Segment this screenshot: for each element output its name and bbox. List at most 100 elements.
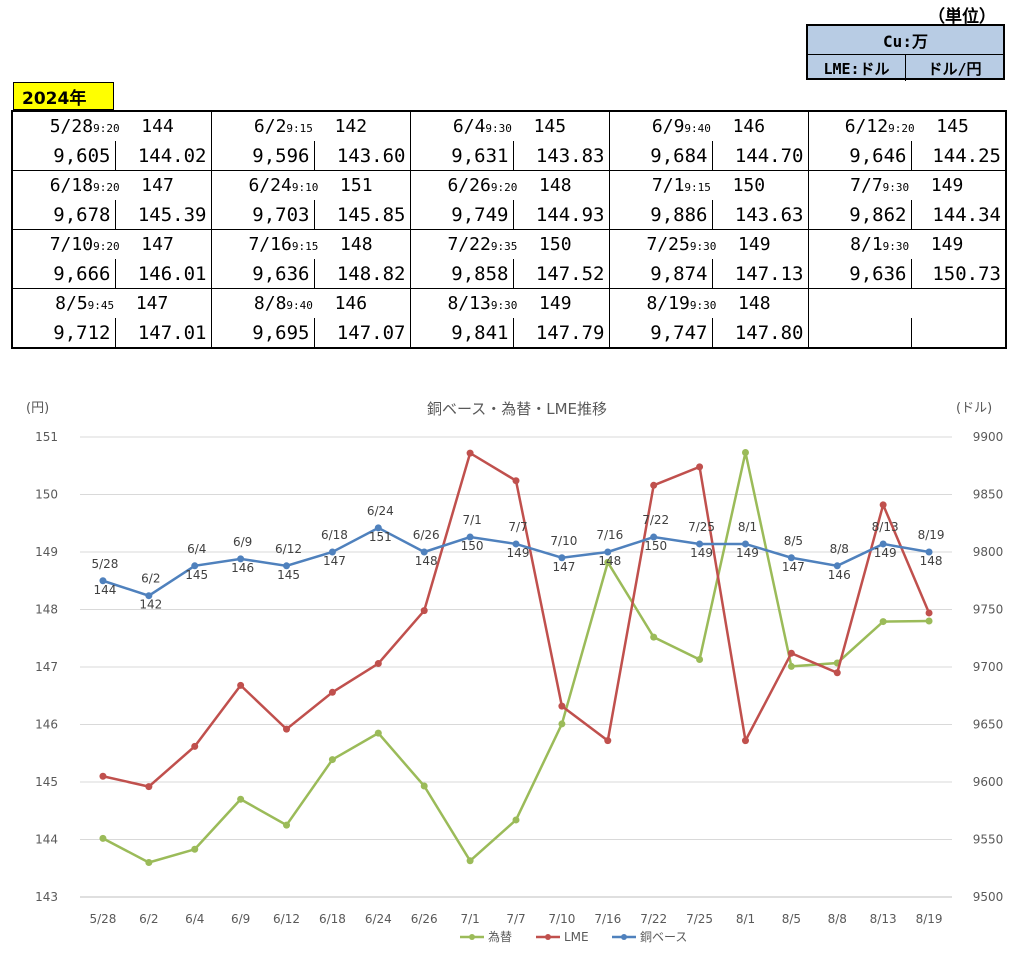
y-left-tick: 148 bbox=[35, 603, 58, 617]
data-label-date: 6/24 bbox=[367, 504, 394, 518]
x-tick: 5/28 bbox=[89, 912, 116, 926]
cell-date: 8/13 bbox=[447, 293, 491, 314]
legend-marker bbox=[469, 934, 475, 940]
data-point bbox=[833, 669, 841, 677]
cell-lme: 9,636 bbox=[807, 259, 912, 289]
cell-copper-base: 149 bbox=[930, 175, 964, 196]
date-header-cell: 6/249:10 151 bbox=[210, 170, 411, 200]
data-point bbox=[191, 742, 199, 750]
table-value-row: 9,712 147.01 9,695 147.07 9,841 147.79 9,747 14… bbox=[11, 318, 1007, 349]
legend-copper-unit: Cu:万 bbox=[808, 26, 1003, 55]
legend-fx-unit: ドル/円 bbox=[927, 59, 982, 78]
table-value-row: 9,605 144.02 9,596 143.60 9,631 143.83 9,684 14… bbox=[11, 141, 1007, 171]
table-value-row: 9,678 145.39 9,703 145.85 9,749 144.93 9,886 14… bbox=[11, 200, 1007, 230]
table-header-row: 6/189:20 147 6/249:10 151 6/269:20 148 7/19… bbox=[11, 170, 1007, 200]
y-right-tick: 9750 bbox=[973, 603, 1004, 617]
data-label-value: 148 bbox=[920, 554, 943, 568]
data-point bbox=[191, 562, 199, 570]
data-point bbox=[145, 592, 153, 600]
data-label-date: 6/26 bbox=[413, 528, 440, 542]
data-label-value: 148 bbox=[598, 554, 621, 568]
cell-lme: 9,605 bbox=[11, 141, 116, 171]
data-label-value: 147 bbox=[552, 560, 575, 574]
data-label-date: 6/18 bbox=[321, 528, 348, 542]
x-tick: 6/9 bbox=[231, 912, 250, 926]
cell-date: 6/4 bbox=[452, 116, 486, 137]
y-left-tick: 145 bbox=[35, 775, 58, 789]
cell-fx: 144.02 bbox=[114, 141, 212, 171]
x-tick: 8/1 bbox=[736, 912, 755, 926]
x-tick: 6/24 bbox=[365, 912, 392, 926]
data-label-date: 7/22 bbox=[642, 513, 669, 527]
data-point bbox=[145, 859, 153, 866]
data-label-value: 147 bbox=[782, 560, 805, 574]
data-label-date: 7/1 bbox=[462, 513, 481, 527]
y-left-tick: 150 bbox=[35, 488, 58, 502]
data-point bbox=[283, 821, 291, 829]
cell-lme: 9,886 bbox=[608, 200, 713, 230]
legend-lme-unit: LME:ドル bbox=[808, 55, 906, 81]
cell-time: 9:10 bbox=[291, 181, 319, 194]
cell-time: 9:30 bbox=[689, 299, 717, 312]
y-right-tick: 9650 bbox=[973, 718, 1004, 732]
date-header-cell: 5/289:20 144 bbox=[11, 111, 212, 141]
data-label-value: 142 bbox=[139, 598, 162, 612]
date-header-cell: 6/99:40 146 bbox=[608, 111, 809, 141]
data-label-date: 7/25 bbox=[688, 520, 715, 534]
data-point bbox=[696, 540, 704, 548]
data-label-value: 149 bbox=[690, 546, 713, 560]
data-point bbox=[328, 688, 336, 696]
y-left-tick: 146 bbox=[35, 718, 58, 732]
y-right-tick: 9850 bbox=[973, 488, 1004, 502]
y-right-tick: 9700 bbox=[973, 660, 1004, 674]
cell-copper-base: 149 bbox=[539, 293, 572, 314]
cell-lme: 9,596 bbox=[210, 141, 315, 171]
cell-copper-base: 149 bbox=[930, 234, 964, 255]
unit-legend: Cu:万 LME:ドル ドル/円 bbox=[806, 24, 1005, 81]
data-point bbox=[145, 783, 153, 791]
data-label-value: 146 bbox=[231, 561, 254, 575]
data-point bbox=[420, 548, 428, 556]
data-label-value: 145 bbox=[277, 568, 300, 582]
data-label-date: 7/10 bbox=[550, 534, 577, 548]
data-label-date: 8/5 bbox=[784, 534, 803, 548]
cell-fx: 147.07 bbox=[313, 318, 411, 349]
y-left-label: (円) bbox=[26, 401, 49, 416]
cell-copper-base: 147 bbox=[141, 175, 174, 196]
date-header-cell: 8/139:30 149 bbox=[409, 288, 610, 318]
data-label-date: 8/13 bbox=[872, 520, 899, 534]
series-line bbox=[102, 526, 930, 598]
cell-copper-base: 144 bbox=[141, 116, 174, 137]
table-header-row: 7/109:20 147 7/169:15 148 7/229:35 150 7/25… bbox=[11, 229, 1007, 259]
x-tick: 8/5 bbox=[782, 912, 801, 926]
cell-time: 9:40 bbox=[684, 122, 711, 135]
data-point bbox=[787, 662, 795, 670]
year-badge: 2024年 bbox=[13, 82, 114, 110]
cell-date: 8/1 bbox=[850, 234, 883, 255]
cell-lme: 9,678 bbox=[11, 200, 116, 230]
data-point bbox=[787, 649, 795, 657]
date-header-cell: 8/59:45 147 bbox=[11, 288, 212, 318]
cell-copper-base: 150 bbox=[732, 175, 766, 196]
cell-fx: 143.60 bbox=[313, 141, 411, 171]
data-label-value: 144 bbox=[93, 583, 116, 597]
date-header-cell: 8/19:30 149 bbox=[807, 229, 1007, 259]
cell-time: 9:30 bbox=[485, 122, 512, 135]
data-point bbox=[374, 660, 382, 668]
data-point bbox=[925, 609, 933, 617]
cell-copper-base: 147 bbox=[135, 293, 169, 314]
cell-fx bbox=[910, 318, 1007, 349]
data-label-date: 8/19 bbox=[918, 528, 945, 542]
series-line bbox=[102, 451, 931, 788]
y-right-tick: 9600 bbox=[973, 775, 1004, 789]
date-header-cell: 6/49:30 145 bbox=[409, 111, 610, 141]
cell-copper-base: 150 bbox=[539, 234, 572, 255]
data-label-value: 149 bbox=[507, 546, 530, 560]
cell-date: 8/8 bbox=[253, 293, 287, 314]
cell-fx: 148.82 bbox=[313, 259, 411, 289]
x-tick: 6/26 bbox=[411, 912, 438, 926]
cell-date: 6/26 bbox=[447, 175, 491, 196]
data-label-value: 151 bbox=[369, 530, 392, 544]
legend-marker bbox=[621, 934, 627, 940]
data-point bbox=[237, 681, 245, 689]
